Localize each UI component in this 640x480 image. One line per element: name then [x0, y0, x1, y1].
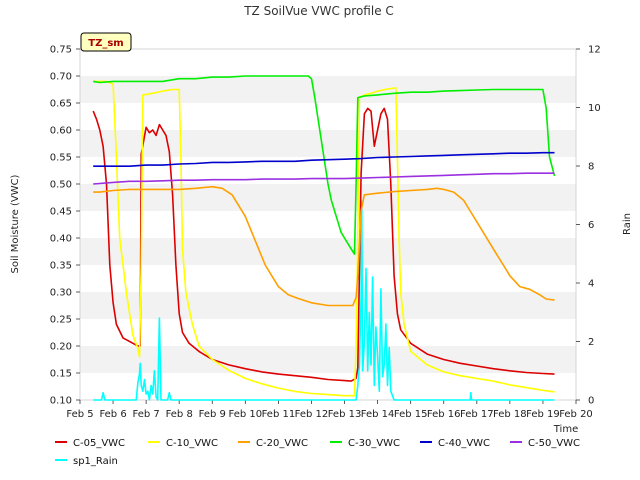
legend-item: C-30_VWC	[330, 438, 400, 449]
legend-label: C-10_VWC	[166, 438, 218, 449]
grid-band	[80, 211, 576, 238]
y-tick-label: 0.70	[50, 72, 72, 83]
series-line-c-10-vwc	[93, 80, 555, 397]
x-tick-label: Feb 11	[262, 409, 296, 420]
y2-axis-ticks: 0 2 4 6 8 10 12	[576, 45, 601, 407]
y2-tick-label: 8	[588, 162, 594, 173]
y-tick-label: 0.60	[50, 126, 72, 137]
x-tick-label: Feb 13	[328, 409, 362, 420]
y-tick-label: 0.65	[50, 99, 72, 110]
x-tick-label: Feb 14	[361, 409, 395, 420]
y-tick-label: 0.45	[50, 207, 72, 218]
grid-band	[80, 319, 576, 346]
y-tick-label: 0.55	[50, 153, 72, 164]
grid-band	[80, 265, 576, 292]
legend-label: C-30_VWC	[348, 438, 400, 449]
grid-band	[80, 130, 576, 157]
legend-item: sp1_Rain	[55, 456, 118, 467]
legend-label: C-20_VWC	[256, 438, 308, 449]
x-tick-label: Feb 12	[295, 409, 329, 420]
legend-label: C-40_VWC	[438, 438, 490, 449]
legend-label: sp1_Rain	[73, 456, 118, 467]
y2-tick-label: 0	[588, 396, 594, 407]
x-tick-label: Feb 19	[526, 409, 560, 420]
series-line-c-40-vwc	[93, 151, 555, 167]
legend-item: C-50_VWC	[510, 438, 580, 449]
x-tick-label: Feb 5	[66, 409, 93, 420]
grid-bands	[80, 49, 576, 400]
x-tick-label: Feb 18	[493, 409, 527, 420]
chart-title: TZ SoilVue VWC profile C	[243, 4, 394, 18]
site-badge: TZ_sm	[80, 32, 132, 52]
y-tick-label: 0.30	[50, 288, 72, 299]
series-layer	[92, 75, 556, 401]
x-tick-label: Feb 15	[394, 409, 428, 420]
y2-axis-label: Rain	[622, 213, 633, 235]
grid-band	[80, 373, 576, 400]
y-tick-label: 0.35	[50, 261, 72, 272]
x-tick-label: Feb 10	[229, 409, 263, 420]
grid-band	[80, 49, 576, 76]
x-axis-ticks: Feb 5 Feb 6 Feb 7 Feb 8 Feb 9 Feb 10 Feb 11 Feb…	[66, 400, 593, 420]
legend-label: C-05_VWC	[73, 438, 125, 449]
x-tick-label: Feb 6	[99, 409, 126, 420]
series-line-sp1-rain	[93, 200, 555, 401]
badge-label: TZ_sm	[88, 38, 123, 49]
x-tick-label: Feb 8	[166, 409, 193, 420]
y-tick-label: 0.20	[50, 342, 72, 353]
series-line-c-30-vwc	[93, 75, 556, 255]
legend-item: C-10_VWC	[148, 438, 218, 449]
y2-tick-label: 12	[588, 45, 601, 56]
x-tick-label: Feb 9	[199, 409, 226, 420]
y-tick-label: 0.15	[50, 369, 72, 380]
x-tick-label: Feb 20	[559, 409, 593, 420]
legend-item: C-40_VWC	[420, 438, 490, 449]
y2-tick-label: 4	[588, 279, 594, 290]
legend: C-05_VWC C-10_VWC C-20_VWC C-30_VWC C-40_VWC…	[55, 438, 580, 467]
series-line-c-20-vwc	[93, 185, 555, 307]
y2-tick-label: 6	[588, 220, 594, 231]
y-tick-label: 0.75	[50, 45, 72, 56]
y-axis-ticks: 0.10 0.15 0.20 0.25 0.30 0.35 0.40 0.45 0.50 0.55…	[50, 45, 80, 407]
x-axis-label: Time	[553, 424, 578, 435]
y2-tick-label: 2	[588, 337, 594, 348]
y2-tick-label: 10	[588, 103, 601, 114]
legend-item: C-05_VWC	[55, 438, 125, 449]
x-tick-label: Feb 17	[460, 409, 494, 420]
legend-item: C-20_VWC	[238, 438, 308, 449]
y-tick-label: 0.10	[50, 396, 72, 407]
grid-band	[80, 238, 576, 265]
y-tick-label: 0.25	[50, 315, 72, 326]
series-line-c-05-vwc	[92, 107, 555, 382]
y-tick-label: 0.50	[50, 180, 72, 191]
series-line-c-50-vwc	[93, 172, 555, 185]
y-tick-label: 0.40	[50, 234, 72, 245]
grid-band	[80, 103, 576, 130]
y-axis-label: Soil Moisture (VWC)	[10, 174, 21, 273]
grid-band	[80, 184, 576, 211]
x-tick-label: Feb 16	[427, 409, 461, 420]
legend-label: C-50_VWC	[528, 438, 580, 449]
x-tick-label: Feb 7	[133, 409, 160, 420]
